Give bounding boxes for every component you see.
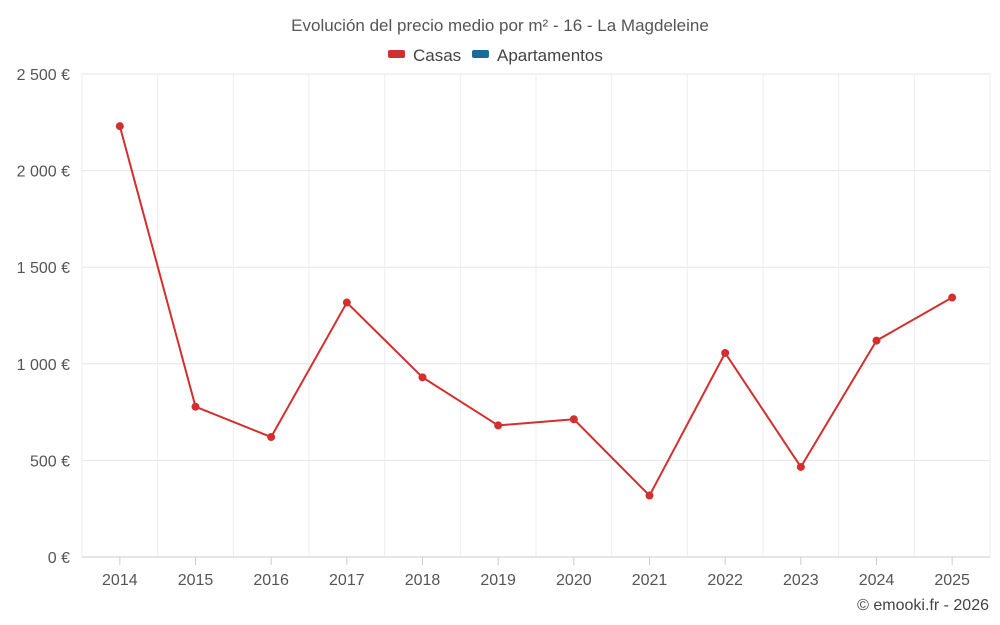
legend-label-apartamentos: Apartamentos (497, 46, 603, 65)
data-point (494, 421, 503, 430)
x-tick-label: 2018 (405, 572, 441, 589)
y-tick-label: 1 500 € (17, 260, 70, 277)
axes: 0 € 500 € 1 000 € 1 500 € 2 000 € 2 500 € 2014… (17, 67, 990, 589)
data-point (267, 433, 276, 442)
legend-swatch-casas (388, 50, 405, 58)
data-point (721, 348, 730, 357)
data-point (191, 402, 200, 411)
series-line-casas (118, 125, 953, 497)
data-point (418, 373, 427, 382)
data-point (796, 462, 805, 471)
x-tick-label: 2019 (480, 572, 516, 589)
chart-title: Evolución del precio medio por m² - 16 -… (291, 16, 709, 35)
x-tick-label: 2016 (253, 572, 289, 589)
data-point (342, 298, 351, 307)
grid (81, 73, 991, 557)
credit: © emooki.fr - 2026 (857, 597, 989, 614)
x-tick-label: 2023 (783, 572, 819, 589)
data-point (872, 336, 881, 345)
data-point (569, 415, 578, 424)
x-tick-label: 2015 (178, 572, 214, 589)
y-tick-label: 2 000 € (17, 164, 70, 181)
series-layer (115, 122, 957, 500)
data-point (115, 122, 124, 131)
data-point (645, 491, 654, 500)
data-point (948, 293, 957, 302)
legend-swatch-apartamentos (472, 50, 489, 58)
y-tick-label: 2 500 € (17, 67, 70, 84)
x-tick-label: 2022 (707, 572, 743, 589)
legend-label-casas: Casas (413, 46, 461, 65)
x-tick-label: 2025 (934, 572, 970, 589)
x-tick-label: 2021 (632, 572, 668, 589)
x-tick-label: 2024 (859, 572, 895, 589)
y-tick-label: 500 € (30, 453, 70, 470)
x-tick-label: 2020 (556, 572, 592, 589)
legend: Casas Apartamentos (388, 46, 603, 65)
y-tick-label: 0 € (48, 550, 70, 567)
y-tick-label: 1 000 € (17, 357, 70, 374)
x-tick-label: 2014 (102, 572, 138, 589)
x-tick-label: 2017 (329, 572, 365, 589)
